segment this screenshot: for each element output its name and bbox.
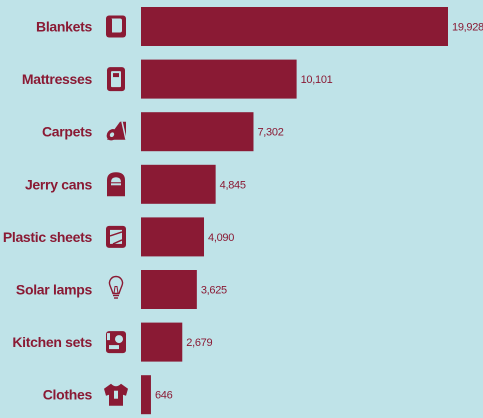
category-label: Mattresses: [22, 71, 93, 87]
category-label: Carpets: [42, 124, 93, 140]
plastic-sheet-icon: [106, 225, 126, 248]
category-label: Clothes: [43, 387, 93, 403]
kitchen-set-icon: [106, 331, 126, 354]
value-label: 19,928: [452, 22, 483, 34]
mattress-icon: [107, 67, 125, 92]
value-label: 4,845: [220, 179, 246, 191]
value-label: 2,679: [186, 337, 212, 349]
value-label: 3,625: [201, 285, 227, 297]
bar-clothes: [141, 375, 151, 415]
bar-kitchen-sets: [141, 322, 183, 362]
carpet-icon: [106, 121, 127, 141]
value-label: 4,090: [208, 232, 234, 244]
bar-solar-lamps: [141, 270, 197, 309]
value-label: 10,101: [301, 74, 333, 86]
jerry-can-icon: [107, 172, 125, 197]
bar-carpets: [141, 112, 254, 152]
category-label: Kitchen sets: [12, 334, 92, 350]
bar-jerry-cans: [141, 164, 216, 204]
category-label: Jerry cans: [25, 176, 93, 192]
category-label: Blankets: [36, 19, 92, 35]
category-label: Solar lamps: [16, 282, 93, 298]
category-label: Plastic sheets: [3, 229, 93, 245]
bar-plastic-sheets: [141, 217, 205, 257]
value-label: 7,302: [257, 127, 283, 139]
bar-mattresses: [141, 59, 297, 99]
clothes-icon: [104, 383, 128, 406]
bar-blankets: [141, 7, 448, 46]
solar-lamp-icon: [108, 275, 124, 299]
blanket-icon: [106, 15, 126, 38]
value-label: 646: [155, 390, 173, 402]
